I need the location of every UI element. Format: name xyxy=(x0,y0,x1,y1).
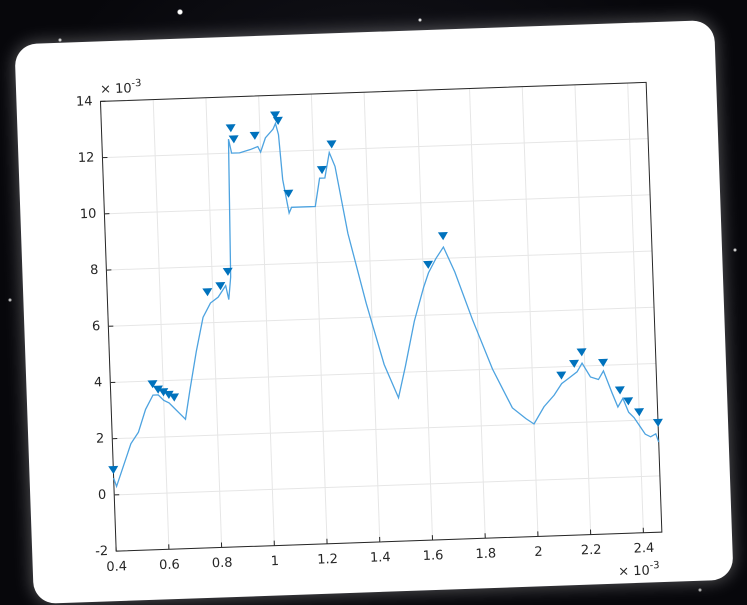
x-tick-label: 2.2 xyxy=(581,543,602,559)
x-multiplier-base: × 10 xyxy=(618,563,650,579)
y-multiplier-base: × 10 xyxy=(100,81,132,97)
x-tick-label: 2 xyxy=(534,545,543,560)
y-tick-label: 4 xyxy=(94,375,103,390)
y-tick-label: 10 xyxy=(80,207,97,223)
x-multiplier: × 10-3 xyxy=(618,560,660,579)
y-tick-label: 8 xyxy=(90,263,99,278)
y-tick-label: 6 xyxy=(92,319,101,334)
x-tick-label: 1.6 xyxy=(422,548,443,564)
x-tick-label: 1.2 xyxy=(317,552,338,568)
y-tick-label: 0 xyxy=(98,488,107,503)
x-tick-label: 0.4 xyxy=(106,559,127,575)
x-multiplier-exponent: -3 xyxy=(649,560,659,571)
y-tick-label: 14 xyxy=(76,94,93,110)
x-tick-label: 1.8 xyxy=(475,546,496,562)
y-multiplier: × 10-3 xyxy=(100,78,142,97)
x-tick-label: 0.8 xyxy=(212,556,233,572)
page: {"chart_data": {"type": "line", "x": [0.… xyxy=(0,0,747,605)
x-tick-label: 1 xyxy=(271,554,280,569)
y-multiplier-exponent: -3 xyxy=(131,78,141,89)
y-tick-label: 12 xyxy=(78,150,95,166)
x-tick-label: 2.4 xyxy=(633,541,654,557)
y-tick-label: 2 xyxy=(96,431,105,446)
x-tick-label: 0.6 xyxy=(159,557,180,573)
x-tick-label: 1.4 xyxy=(370,550,391,566)
y-tick-label: -2 xyxy=(95,544,108,559)
